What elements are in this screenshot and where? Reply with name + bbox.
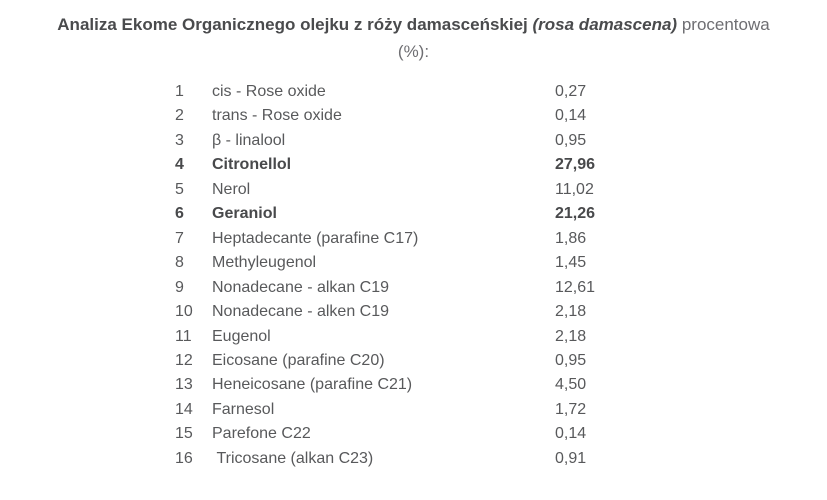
component-name: Eicosane (parafine C20) bbox=[212, 351, 385, 369]
table-row: 9 Nonadecane - alkan C19 12,61 bbox=[175, 276, 827, 300]
component-name: Heptadecante (parafine C17) bbox=[212, 229, 419, 247]
row-number: 9 bbox=[175, 278, 184, 296]
component-value: 1,86 bbox=[555, 229, 587, 247]
table-row: 13 Heneicosane (parafine C21) 4,50 bbox=[175, 373, 827, 397]
component-value: 1,45 bbox=[555, 254, 587, 272]
table-row: 12 Eicosane (parafine C20) 0,95 bbox=[175, 349, 827, 373]
row-number: 14 bbox=[175, 400, 193, 418]
component-value: 2,18 bbox=[555, 327, 587, 345]
table-row: 8 Methyleugenol 1,45 bbox=[175, 251, 827, 275]
row-number: 2 bbox=[175, 107, 184, 125]
component-value: 12,61 bbox=[555, 278, 596, 296]
component-value: 27,96 bbox=[555, 156, 596, 174]
row-number: 16 bbox=[175, 449, 193, 467]
component-name: cis - Rose oxide bbox=[212, 83, 326, 100]
table-row: 15 Parefone C22 0,14 bbox=[175, 422, 827, 446]
row-number: 13 bbox=[175, 376, 193, 394]
row-number: 15 bbox=[175, 425, 193, 443]
page-title: Analiza Ekome Organicznego olejku z róży… bbox=[0, 0, 827, 65]
title-bold-text: Analiza Ekome Organicznego olejku z róży… bbox=[57, 15, 528, 34]
component-name: Nonadecane - alken C19 bbox=[212, 303, 390, 321]
component-name: Nonadecane - alkan C19 bbox=[212, 278, 390, 296]
component-value: 11,02 bbox=[555, 180, 594, 198]
row-number: 10 bbox=[175, 303, 193, 321]
row-number: 12 bbox=[175, 351, 193, 369]
table-row: 1 cis - Rose oxide 0,27 bbox=[175, 80, 827, 104]
component-value: 0,27 bbox=[555, 83, 587, 100]
title-regular-text: procentowa bbox=[681, 15, 770, 34]
component-name: Nerol bbox=[212, 180, 251, 198]
table-row: 11 Eugenol 2,18 bbox=[175, 325, 827, 349]
component-value: 4,50 bbox=[555, 376, 587, 394]
component-name: β - linalool bbox=[212, 131, 286, 149]
page-title-line2: (%): bbox=[397, 42, 430, 61]
component-name: Methyleugenol bbox=[212, 254, 317, 272]
component-name: Geraniol bbox=[212, 205, 277, 223]
table-row: 2 trans - Rose oxide 0,14 bbox=[175, 104, 827, 128]
row-number: 7 bbox=[175, 229, 184, 247]
row-number: 8 bbox=[175, 254, 184, 272]
row-number: 6 bbox=[175, 205, 184, 223]
row-number: 4 bbox=[175, 156, 184, 174]
component-name: Tricosane (alkan C23) bbox=[212, 449, 374, 467]
row-number: 5 bbox=[175, 180, 184, 198]
component-value: 21,26 bbox=[555, 205, 596, 223]
component-name: Parefone C22 bbox=[212, 425, 311, 443]
row-number: 3 bbox=[175, 131, 184, 149]
component-value: 0,91 bbox=[555, 449, 587, 467]
page-title-line1: Analiza Ekome Organicznego olejku z róży… bbox=[0, 11, 827, 38]
component-name: trans - Rose oxide bbox=[212, 107, 342, 125]
row-number: 11 bbox=[175, 327, 192, 345]
component-value: 2,18 bbox=[555, 303, 587, 321]
component-value: 0,95 bbox=[555, 351, 587, 369]
component-name: Farnesol bbox=[212, 400, 275, 418]
table-row: 6 Geraniol 21,26 bbox=[175, 202, 827, 226]
component-name: Eugenol bbox=[212, 327, 271, 345]
component-value: 0,95 bbox=[555, 131, 587, 149]
row-number: 1 bbox=[175, 83, 184, 100]
table-row: 7 Heptadecante (parafine C17) 1,86 bbox=[175, 227, 827, 251]
table-row: 5 Nerol 11,02 bbox=[175, 178, 827, 202]
title-latin-name: (rosa damascena) bbox=[532, 15, 678, 34]
component-value: 1,72 bbox=[555, 400, 587, 418]
table-row: 3 β - linalool 0,95 bbox=[175, 129, 827, 153]
table-row: 10 Nonadecane - alken C19 2,18 bbox=[175, 300, 827, 324]
component-name: Heneicosane (parafine C21) bbox=[212, 376, 413, 394]
table-row: 4 Citronellol 27,96 bbox=[175, 153, 827, 177]
component-value: 0,14 bbox=[555, 425, 587, 443]
components-table: 1 cis - Rose oxide 0,27 2 trans - Rose o… bbox=[175, 80, 827, 471]
table-row: 14 Farnesol 1,72 bbox=[175, 398, 827, 422]
table-row: 16 Tricosane (alkan C23) 0,91 bbox=[175, 447, 827, 471]
component-value: 0,14 bbox=[555, 107, 587, 125]
component-name: Citronellol bbox=[212, 156, 292, 174]
